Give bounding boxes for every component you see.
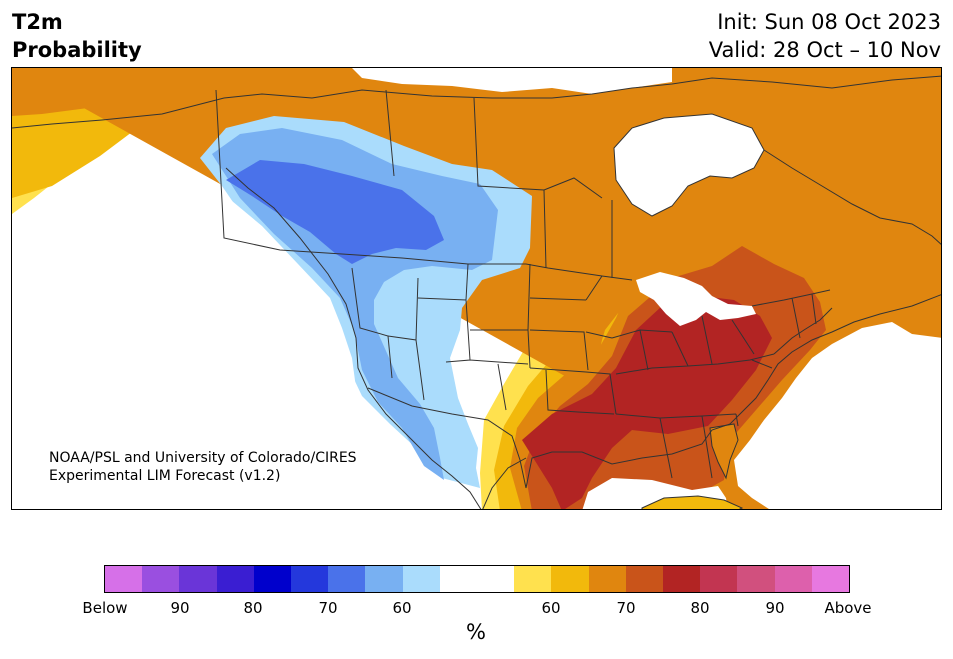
northeast-states: [751, 289, 833, 355]
colorbar-tick-80-below: 80: [243, 599, 263, 617]
hudson-bay: [614, 114, 764, 216]
colorbar-swatch: [105, 566, 143, 592]
us-states-east: [611, 315, 775, 479]
init-date: Init: Sun 08 Oct 2023: [717, 10, 941, 34]
colorbar-swatch: [179, 566, 217, 592]
colorbar-tick-90-above: 90: [765, 599, 785, 617]
colorbar-swatch: [291, 566, 329, 592]
shade-red: [522, 296, 772, 509]
colorbar-tick-below: Below: [82, 599, 128, 617]
colorbar-swatch: [402, 566, 440, 592]
colorbar-swatch: [216, 566, 254, 592]
arctic-water: [352, 68, 672, 94]
colorbar: [104, 565, 850, 593]
colorbar-tick-60-above: 60: [541, 599, 561, 617]
boundaries: [12, 75, 941, 509]
colorbar-tick-70-below: 70: [318, 599, 338, 617]
colorbar-swatch: [663, 566, 701, 592]
colorbar-swatch: [365, 566, 403, 592]
colorbar-swatch: [439, 566, 478, 592]
colorbar-tick-above: Above: [824, 599, 872, 617]
hudson-bay-coast: [613, 113, 765, 217]
arctic-coast: [12, 75, 941, 129]
attribution-line-1: NOAA/PSL and University of Colorado/CIRE…: [49, 450, 357, 466]
title-line-1: T2m: [12, 10, 63, 34]
cuba: [641, 495, 744, 509]
colorbar-swatch: [774, 566, 812, 592]
florida: [709, 423, 739, 480]
us-mexico-border: [367, 387, 527, 489]
canada-provinces: [385, 89, 613, 278]
colorbar-swatch: [811, 566, 850, 592]
valid-date: Valid: 28 Oct – 10 Nov: [708, 38, 941, 62]
colorbar-swatch: [551, 566, 589, 592]
map-title: T2m Probability: [12, 8, 142, 64]
gulf-coast-mexico: [482, 457, 527, 509]
colorbar-swatch: [477, 566, 515, 592]
colorbar-swatch: [700, 566, 738, 592]
atlantic-ocean: [734, 322, 941, 509]
attribution-line-2: Experimental LIM Forecast (v1.2): [49, 468, 281, 484]
labrador-coast: [763, 149, 941, 245]
colorbar-swatch: [625, 566, 664, 592]
attribution: NOAA/PSL and University of Colorado/CIRE…: [49, 449, 357, 485]
shade-blue: [226, 160, 444, 264]
us-states-west: [351, 263, 531, 411]
colorbar-tick-80-above: 80: [690, 599, 710, 617]
great-lakes: [636, 272, 756, 326]
colorbar-unit: %: [466, 620, 486, 644]
colorbar-swatch: [142, 566, 180, 592]
us-canada-border: [215, 89, 633, 281]
colorbar-swatch: [737, 566, 775, 592]
map-canvas: [12, 68, 941, 509]
colorbar-swatch: [253, 566, 292, 592]
colorbar-tick-60-below: 60: [392, 599, 412, 617]
title-line-2: Probability: [12, 38, 142, 62]
pacific-ocean: [12, 180, 476, 509]
colorbar-swatch: [514, 566, 552, 592]
colorbar-tick-70-above: 70: [616, 599, 636, 617]
coastline-gulf-atlantic: [525, 294, 941, 489]
colorbar-tick-90-below: 90: [170, 599, 190, 617]
colorbar-swatch: [328, 566, 366, 592]
probability-map: [11, 67, 942, 510]
us-states-central: [529, 275, 617, 415]
forecast-dates: Init: Sun 08 Oct 2023 Valid: 28 Oct – 10…: [709, 8, 941, 64]
coastline-pacific: [225, 167, 482, 509]
colorbar-swatch: [588, 566, 626, 592]
